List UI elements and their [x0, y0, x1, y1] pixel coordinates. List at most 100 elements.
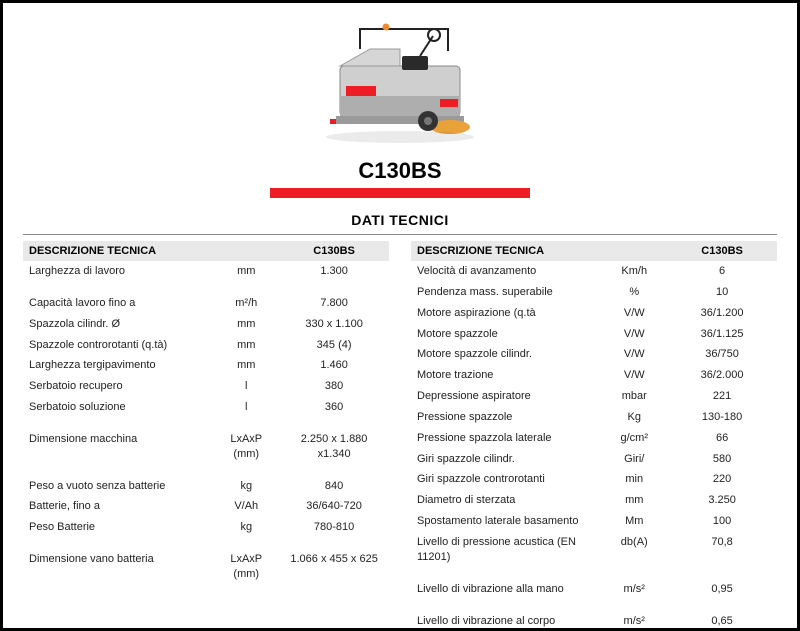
spec-table-right: DESCRIZIONE TECNICA C130BS Velocità di a… — [411, 241, 777, 631]
spec-value: 7.800 — [279, 293, 389, 314]
section-title: DATI TECNICI — [3, 212, 797, 228]
spec-unit: l — [213, 397, 279, 418]
spec-value: 0,95 — [667, 579, 777, 600]
spec-desc: Livello di vibrazione al corpo — [411, 611, 601, 631]
table-row: Pressione spazzola lateraleg/cm²66 — [411, 428, 777, 449]
table-row: Pendenza mass. superabile%10 — [411, 282, 777, 303]
table-row: Spazzola cilindr. Ømm330 x 1.100 — [23, 314, 389, 335]
spec-value: 10 — [667, 282, 777, 303]
spec-unit: g/cm² — [601, 428, 667, 449]
spec-value: 380 — [279, 376, 389, 397]
product-title: C130BS — [3, 158, 797, 184]
spec-desc: Motore spazzole cilindr. — [411, 344, 601, 365]
spec-unit: Km/h — [601, 261, 667, 282]
page-container: C130BS DATI TECNICI DESCRIZIONE TECNICA … — [0, 0, 800, 631]
spec-desc: Spostamento laterale basamento — [411, 511, 601, 532]
spec-desc: Serbatoio recupero — [23, 376, 213, 397]
spec-unit: mm — [601, 490, 667, 511]
spec-desc: Spazzole controrotanti (q.tà) — [23, 335, 213, 356]
col-header-desc: DESCRIZIONE TECNICA — [23, 241, 213, 261]
col-header-model: C130BS — [279, 241, 389, 261]
table-row: Capacità lavoro fino am²/h7.800 — [23, 293, 389, 314]
spec-desc: Pressione spazzole — [411, 407, 601, 428]
spec-value: 100 — [667, 511, 777, 532]
spec-desc: Batterie, fino a — [23, 496, 213, 517]
table-row: Motore aspirazione (q.tàV/W36/1.200 — [411, 303, 777, 324]
spec-unit: mm — [213, 335, 279, 356]
spec-unit: Kg — [601, 407, 667, 428]
spec-value: 36/750 — [667, 344, 777, 365]
spec-value: 330 x 1.100 — [279, 314, 389, 335]
table-row: Spazzole controrotanti (q.tà)mm345 (4) — [23, 335, 389, 356]
spec-desc: Velocità di avanzamento — [411, 261, 601, 282]
spec-desc: Livello di vibrazione alla mano — [411, 579, 601, 600]
spec-unit: mm — [213, 314, 279, 335]
table-row: Livello di vibrazione alla manom/s²0,95 — [411, 579, 777, 600]
table-row: Larghezza di lavoromm1.300 — [23, 261, 389, 282]
table-row: Dimensione vano batteriaLxAxP (mm)1.066 … — [23, 549, 389, 585]
spec-desc: Livello di pressione acustica (EN 11201) — [411, 532, 601, 568]
spec-desc: Depressione aspiratore — [411, 386, 601, 407]
spec-unit: m/s² — [601, 611, 667, 631]
col-header-model: C130BS — [667, 241, 777, 261]
table-row: Motore trazioneV/W36/2.000 — [411, 365, 777, 386]
spec-value: 220 — [667, 469, 777, 490]
table-row: Batterie, fino aV/Ah36/640-720 — [23, 496, 389, 517]
spec-unit: min — [601, 469, 667, 490]
spec-unit: % — [601, 282, 667, 303]
table-row: Livello di pressione acustica (EN 11201)… — [411, 532, 777, 568]
table-row: Serbatoio recuperol380 — [23, 376, 389, 397]
spec-unit: db(A) — [601, 532, 667, 568]
spec-value: 780-810 — [279, 517, 389, 538]
spec-value: 36/2.000 — [667, 365, 777, 386]
spec-table-left: DESCRIZIONE TECNICA C130BS Larghezza di … — [23, 241, 389, 631]
spec-desc: Dimensione vano batteria — [23, 549, 213, 585]
spec-unit: m²/h — [213, 293, 279, 314]
spec-unit: Giri/ — [601, 449, 667, 470]
spec-desc: Motore trazione — [411, 365, 601, 386]
product-image — [3, 11, 797, 156]
spec-desc: Capacità lavoro fino a — [23, 293, 213, 314]
spec-value: 1.460 — [279, 355, 389, 376]
spec-desc: Giri spazzole cilindr. — [411, 449, 601, 470]
spec-value: 1.066 x 455 x 625 — [279, 549, 389, 585]
spec-unit: V/W — [601, 344, 667, 365]
table-row: Motore spazzoleV/W36/1.125 — [411, 324, 777, 345]
spec-desc: Pressione spazzola laterale — [411, 428, 601, 449]
table-row: Giri spazzole cilindr.Giri/580 — [411, 449, 777, 470]
table-row: Peso Batteriekg780-810 — [23, 517, 389, 538]
col-header-desc: DESCRIZIONE TECNICA — [411, 241, 601, 261]
table-row: Spostamento laterale basamentoMm100 — [411, 511, 777, 532]
spec-value: 36/1.200 — [667, 303, 777, 324]
spec-desc: Pendenza mass. superabile — [411, 282, 601, 303]
spec-desc: Larghezza di lavoro — [23, 261, 213, 282]
spec-value: 840 — [279, 476, 389, 497]
table-row: Diametro di sterzatamm3.250 — [411, 490, 777, 511]
spec-value: 66 — [667, 428, 777, 449]
spec-value: 6 — [667, 261, 777, 282]
spec-value: 36/640-720 — [279, 496, 389, 517]
spec-value: 0,65 — [667, 611, 777, 631]
spec-value: 221 — [667, 386, 777, 407]
spec-desc: Spazzola cilindr. Ø — [23, 314, 213, 335]
spec-desc: Giri spazzole controrotanti — [411, 469, 601, 490]
table-row: Serbatoio soluzionel360 — [23, 397, 389, 418]
spec-value: 70,8 — [667, 532, 777, 568]
table-row: Depressione aspiratorembar221 — [411, 386, 777, 407]
spec-tables: DESCRIZIONE TECNICA C130BS Larghezza di … — [3, 241, 797, 631]
accent-bar — [270, 188, 530, 198]
spec-value: 580 — [667, 449, 777, 470]
table-row: Peso a vuoto senza batteriekg840 — [23, 476, 389, 497]
spec-value: 130-180 — [667, 407, 777, 428]
spec-desc: Motore aspirazione (q.tà — [411, 303, 601, 324]
spec-desc: Peso Batterie — [23, 517, 213, 538]
table-row: Larghezza tergipavimentomm1.460 — [23, 355, 389, 376]
table-row: Livello di vibrazione al corpom/s²0,65 — [411, 611, 777, 631]
col-header-unit — [601, 241, 667, 261]
spec-unit: V/Ah — [213, 496, 279, 517]
spec-desc: Serbatoio soluzione — [23, 397, 213, 418]
spec-value: 345 (4) — [279, 335, 389, 356]
table-row: Giri spazzole controrotantimin220 — [411, 469, 777, 490]
spec-unit: LxAxP (mm) — [213, 429, 279, 465]
table-row: Motore spazzole cilindr.V/W36/750 — [411, 344, 777, 365]
